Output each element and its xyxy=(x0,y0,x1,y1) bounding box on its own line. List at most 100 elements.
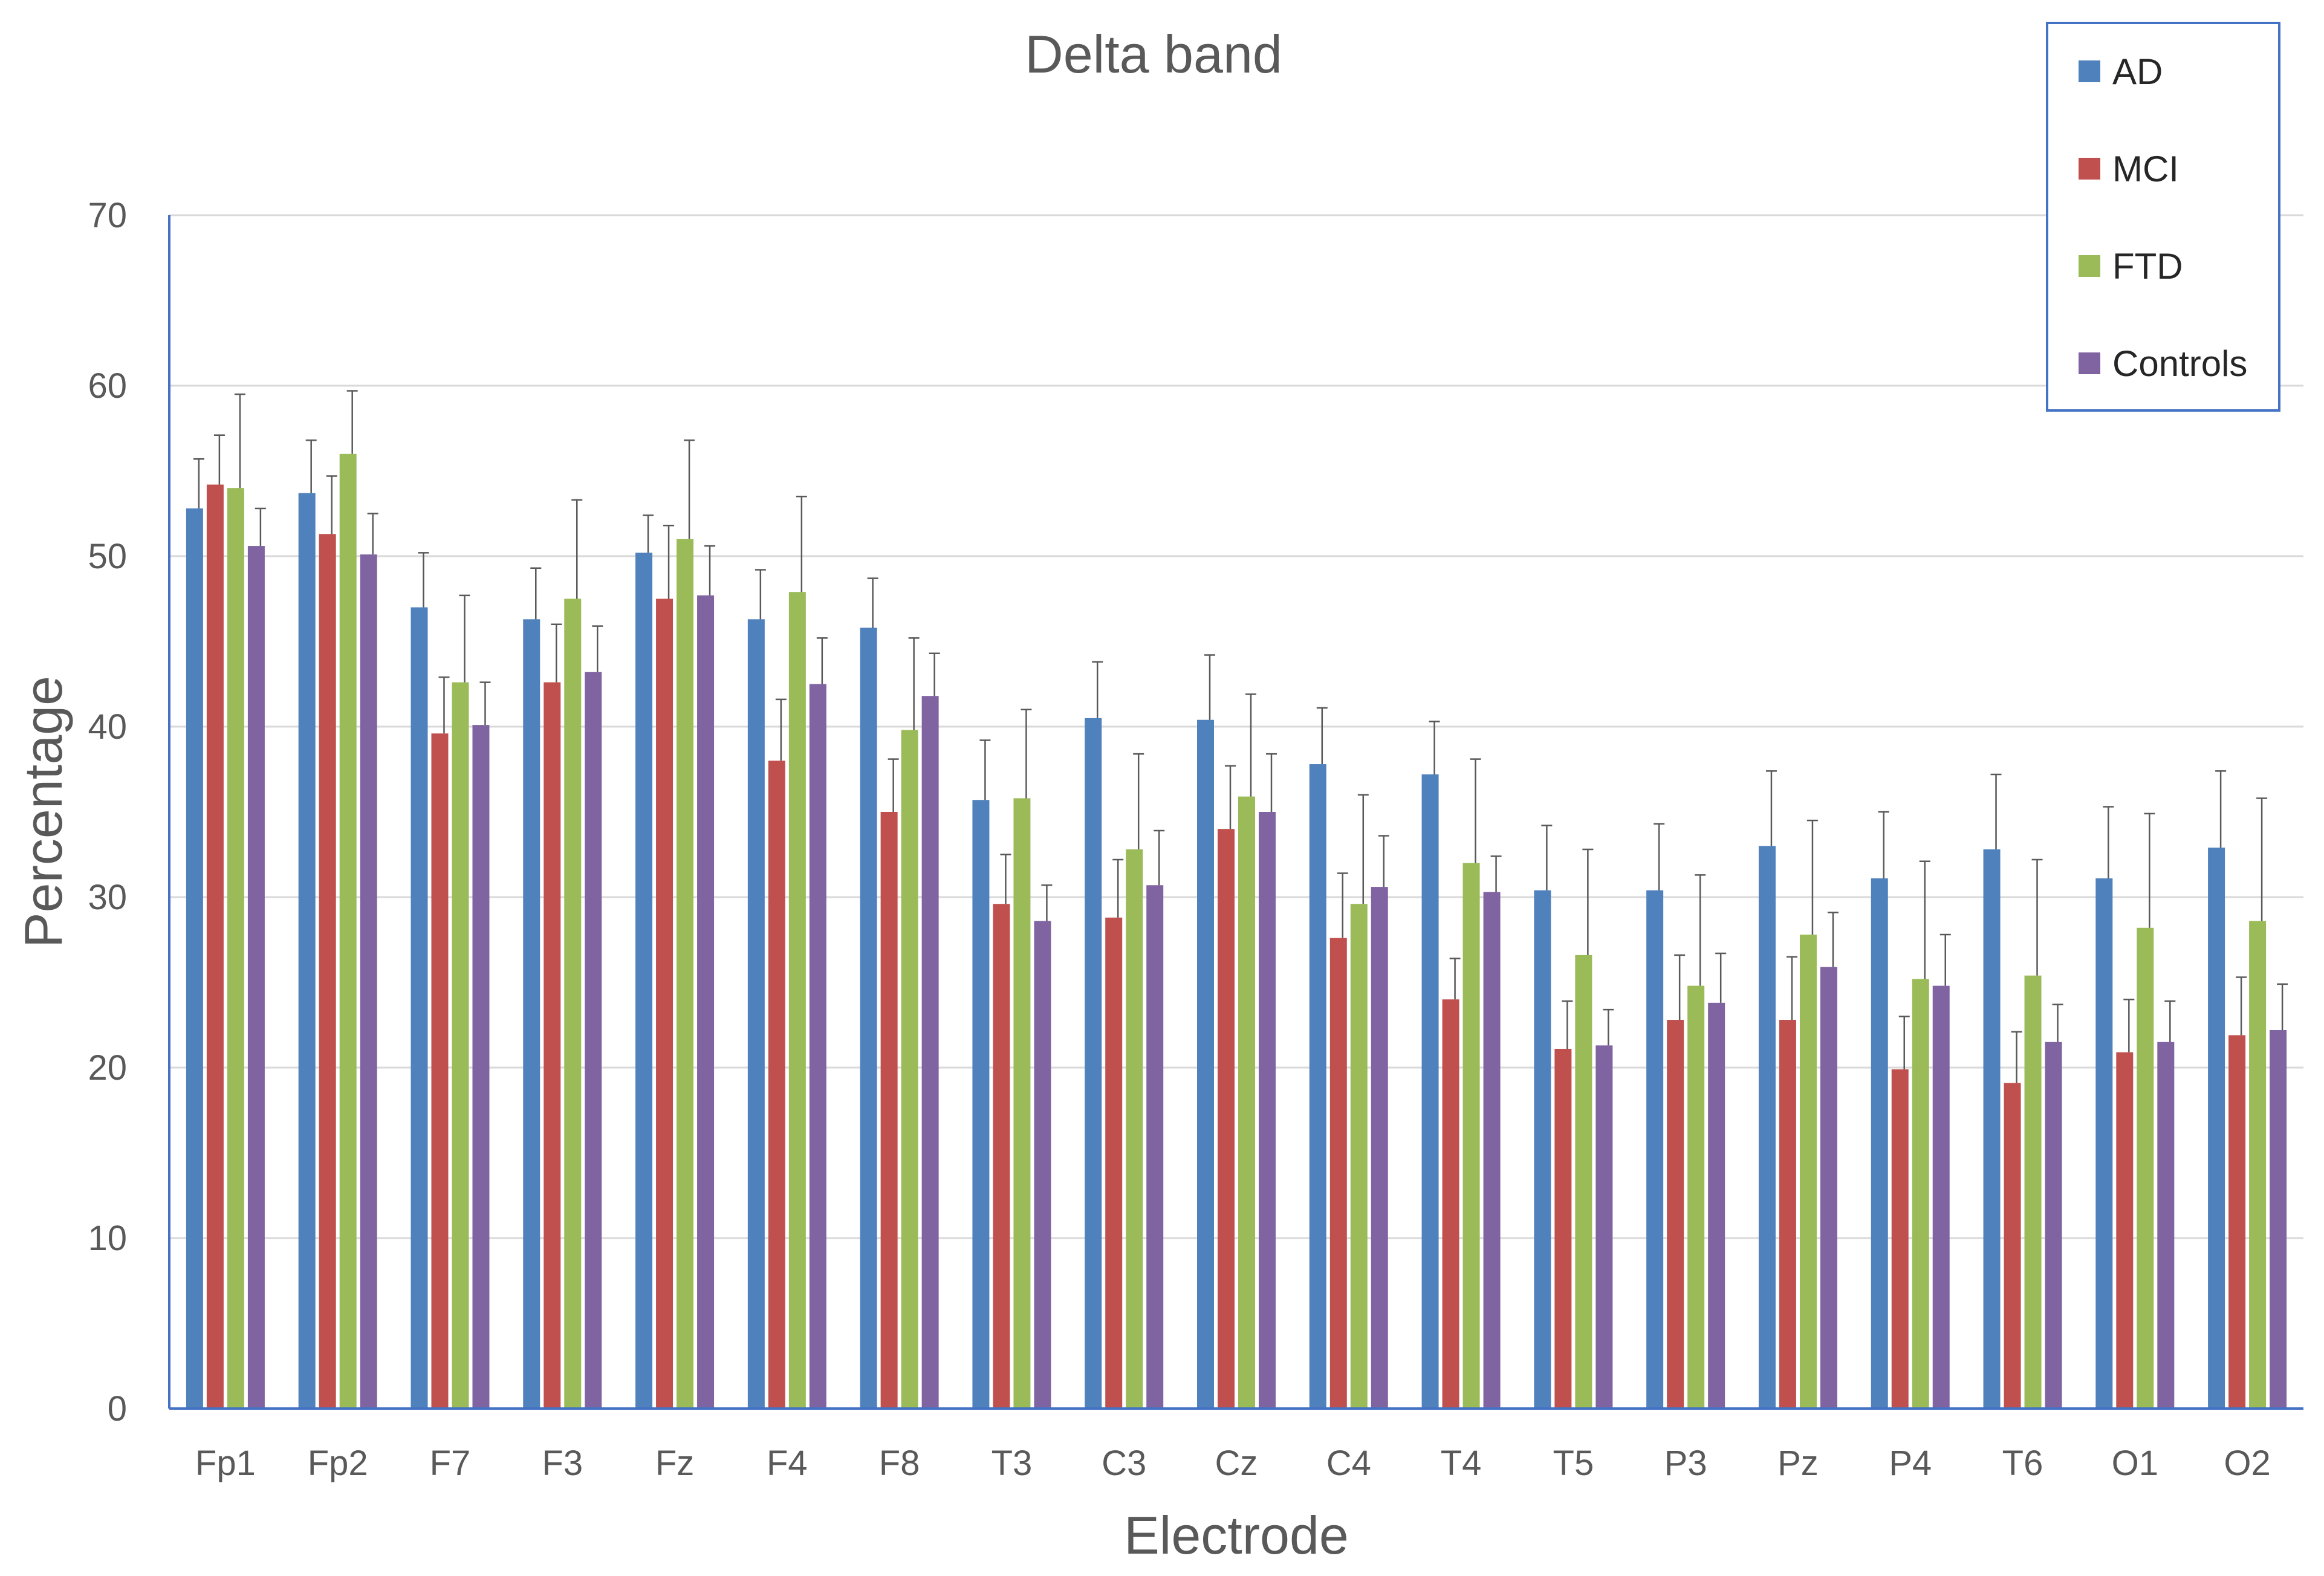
bar-ftd-o1 xyxy=(2137,927,2154,1409)
y-tick-label: 60 xyxy=(88,366,127,406)
bar-controls-f7 xyxy=(472,725,490,1409)
x-tick-label-fp2: Fp2 xyxy=(308,1444,368,1483)
bar-mci-fp2 xyxy=(319,534,336,1409)
x-tick-label-f7: F7 xyxy=(430,1444,471,1483)
bar-ad-f7 xyxy=(411,607,428,1409)
legend-label-controls: Controls xyxy=(2112,343,2247,384)
legend-swatch-mci xyxy=(2079,158,2100,180)
x-tick-label-t6: T6 xyxy=(2002,1444,2043,1483)
bar-mci-f3 xyxy=(544,682,561,1409)
bar-controls-t4 xyxy=(1483,892,1501,1409)
bar-group-f7 xyxy=(411,552,491,1409)
legend-swatch-controls xyxy=(2079,352,2100,374)
bar-mci-f4 xyxy=(768,760,785,1409)
bar-mci-o2 xyxy=(2228,1035,2246,1409)
bar-controls-fz xyxy=(697,595,715,1409)
bar-mci-pz xyxy=(1779,1020,1796,1409)
bar-group-t4 xyxy=(1421,721,1502,1409)
y-axis-ticks: 0 10 20 30 40 50 60 70 xyxy=(88,196,127,1428)
bar-controls-c3 xyxy=(1146,885,1164,1409)
bar-ftd-f4 xyxy=(788,592,806,1409)
y-tick-label: 10 xyxy=(88,1219,127,1258)
bar-mci-cz xyxy=(1218,829,1235,1409)
bar-ad-t6 xyxy=(1983,849,2001,1409)
legend: AD MCI FTD Controls xyxy=(2046,22,2280,412)
bar-ad-f4 xyxy=(747,619,765,1409)
bar-ad-p3 xyxy=(1646,890,1664,1409)
x-tick-label-c3: C3 xyxy=(1102,1444,1146,1483)
bar-mci-c4 xyxy=(1329,938,1347,1409)
bar-ad-f8 xyxy=(860,627,877,1409)
x-tick-label-t3: T3 xyxy=(992,1444,1033,1483)
bar-mci-fp1 xyxy=(206,484,224,1409)
x-tick-label-pz: Pz xyxy=(1777,1444,1819,1483)
x-tick-label-t5: T5 xyxy=(1553,1444,1594,1483)
bar-ad-fp2 xyxy=(298,493,316,1409)
bar-group-pz xyxy=(1758,770,1839,1409)
bar-ad-p4 xyxy=(1871,878,1888,1409)
bar-ftd-fz xyxy=(677,539,694,1409)
legend-swatch-ad xyxy=(2079,60,2100,82)
bar-group-p3 xyxy=(1646,823,1727,1409)
bar-controls-f4 xyxy=(809,684,826,1409)
bar-mci-t4 xyxy=(1442,999,1459,1409)
bar-ftd-f7 xyxy=(452,682,469,1409)
x-tick-label-fp1: Fp1 xyxy=(195,1444,256,1483)
bar-ftd-f8 xyxy=(901,730,918,1409)
x-tick-label-o2: O2 xyxy=(2224,1444,2270,1483)
bar-controls-t5 xyxy=(1595,1045,1613,1409)
y-tick-label: 70 xyxy=(88,196,127,235)
bar-ad-c3 xyxy=(1085,718,1102,1409)
bar-controls-t3 xyxy=(1034,921,1051,1409)
x-tick-label-p3: P3 xyxy=(1664,1444,1707,1483)
bar-ftd-t4 xyxy=(1462,863,1480,1409)
bar-group-o2 xyxy=(2208,770,2288,1409)
bar-ftd-fp2 xyxy=(339,453,357,1409)
bar-ftd-o2 xyxy=(2249,921,2267,1409)
bar-ad-t4 xyxy=(1421,774,1439,1409)
y-tick-label: 50 xyxy=(88,537,127,576)
x-tick-label-p4: P4 xyxy=(1889,1444,1932,1483)
bar-ad-o1 xyxy=(2095,878,2113,1409)
bar-mci-p3 xyxy=(1667,1020,1684,1409)
bar-group-fp1 xyxy=(186,393,266,1409)
bar-ad-fp1 xyxy=(186,508,203,1409)
x-tick-label-fz: Fz xyxy=(655,1444,694,1483)
bar-controls-pz xyxy=(1820,967,1837,1409)
bar-controls-p4 xyxy=(1932,985,1950,1409)
bar-controls-fp1 xyxy=(247,546,265,1409)
x-tick-label-cz: Cz xyxy=(1215,1444,1258,1483)
bar-mci-f7 xyxy=(431,733,449,1409)
bar-group-p4 xyxy=(1871,811,1951,1409)
legend-swatch-ftd xyxy=(2079,255,2100,277)
bar-ftd-t6 xyxy=(2024,975,2042,1409)
bar-ad-t3 xyxy=(972,800,990,1409)
legend-label-ftd: FTD xyxy=(2112,246,2183,287)
legend-box xyxy=(2046,22,2280,412)
gridlines xyxy=(169,214,2303,1239)
bar-group-t6 xyxy=(1983,773,2063,1409)
bar-controls-o1 xyxy=(2157,1042,2175,1409)
bar-mci-t5 xyxy=(1554,1048,1572,1409)
bar-controls-t6 xyxy=(2045,1042,2062,1409)
x-axis-ticks: Fp1 Fp2 F7 F3 Fz F4 F8 T3 C3 Cz C4 T4 T5 P3 Pz P4 T6 O1 O2 xyxy=(195,1444,2271,1483)
bar-group-cz xyxy=(1197,654,1277,1409)
bar-ad-o2 xyxy=(2208,848,2225,1409)
bar-ftd-pz xyxy=(1799,935,1817,1409)
bar-ad-t5 xyxy=(1534,890,1551,1409)
bar-ad-fz xyxy=(635,553,653,1409)
x-tick-label-f4: F4 xyxy=(767,1444,808,1483)
bars xyxy=(186,390,2288,1409)
bar-ftd-p3 xyxy=(1687,985,1705,1409)
bar-mci-c3 xyxy=(1105,917,1123,1409)
bar-group-c4 xyxy=(1309,707,1389,1409)
bar-ftd-c3 xyxy=(1126,849,1143,1409)
bar-ftd-f3 xyxy=(564,598,582,1409)
y-tick-label: 40 xyxy=(88,707,127,747)
bar-controls-cz xyxy=(1259,812,1276,1409)
bar-controls-f8 xyxy=(921,696,939,1409)
bar-ftd-cz xyxy=(1238,796,1255,1409)
bar-group-t5 xyxy=(1534,825,1614,1409)
bar-mci-f8 xyxy=(880,812,898,1409)
